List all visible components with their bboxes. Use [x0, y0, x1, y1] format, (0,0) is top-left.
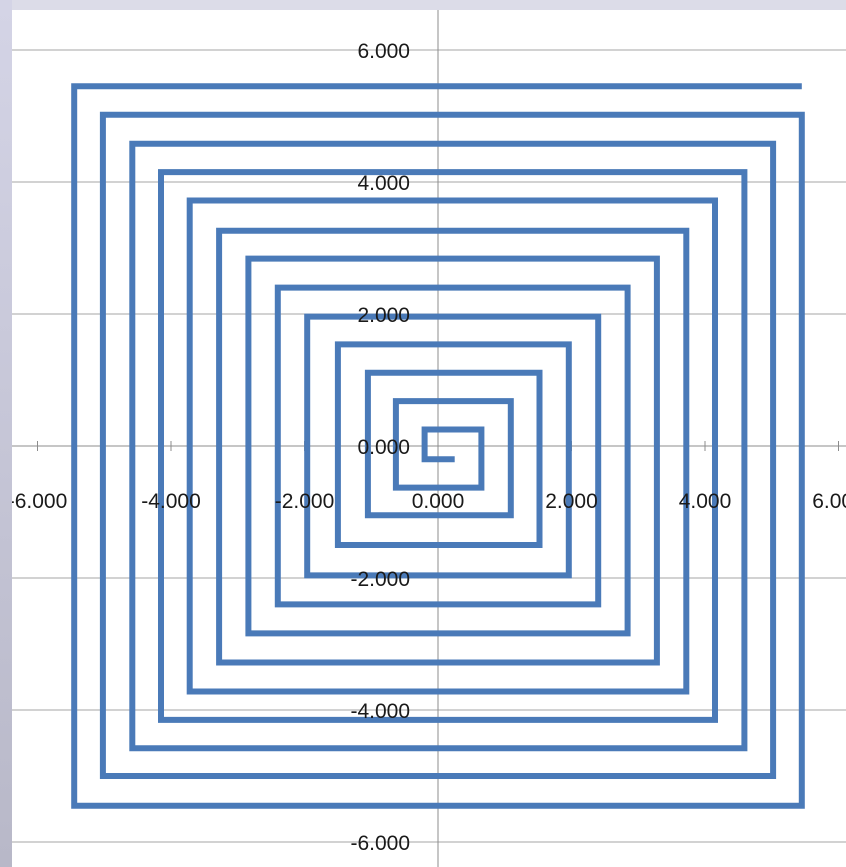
y-tick-label-6: 6.000	[357, 40, 410, 63]
x-tick-label-3: 0.000	[412, 490, 465, 513]
x-tick-label-1: -4.000	[141, 490, 201, 513]
spiral-series-line	[71, 83, 805, 809]
x-tick-label-6: 6.000	[812, 490, 846, 513]
x-tick-label-0: -6.000	[12, 490, 67, 513]
axis-layer	[12, 10, 846, 867]
y-tick-label-3: 0.000	[357, 436, 410, 459]
x-tick-label-2: -2.000	[275, 490, 335, 513]
window-frame-left	[0, 0, 12, 867]
y-tick-label-0: -6.000	[350, 832, 410, 855]
series-layer	[71, 83, 805, 809]
x-tick-label-5: 4.000	[679, 490, 732, 513]
y-tick-label-2: -2.000	[350, 568, 410, 591]
y-tick-label-5: 4.000	[357, 172, 410, 195]
y-tick-label-1: -4.000	[350, 700, 410, 723]
y-tick-label-4: 2.000	[357, 304, 410, 327]
chart-area: -6.000 -4.000 -2.000 0.000 2.000 4.000 6.000 -6…	[12, 10, 846, 867]
label-layer: -6.000 -4.000 -2.000 0.000 2.000 4.000 6.000 -6…	[12, 40, 846, 855]
x-tick-label-4: 2.000	[545, 490, 598, 513]
chart-svg: -6.000 -4.000 -2.000 0.000 2.000 4.000 6.000 -6…	[12, 10, 846, 867]
